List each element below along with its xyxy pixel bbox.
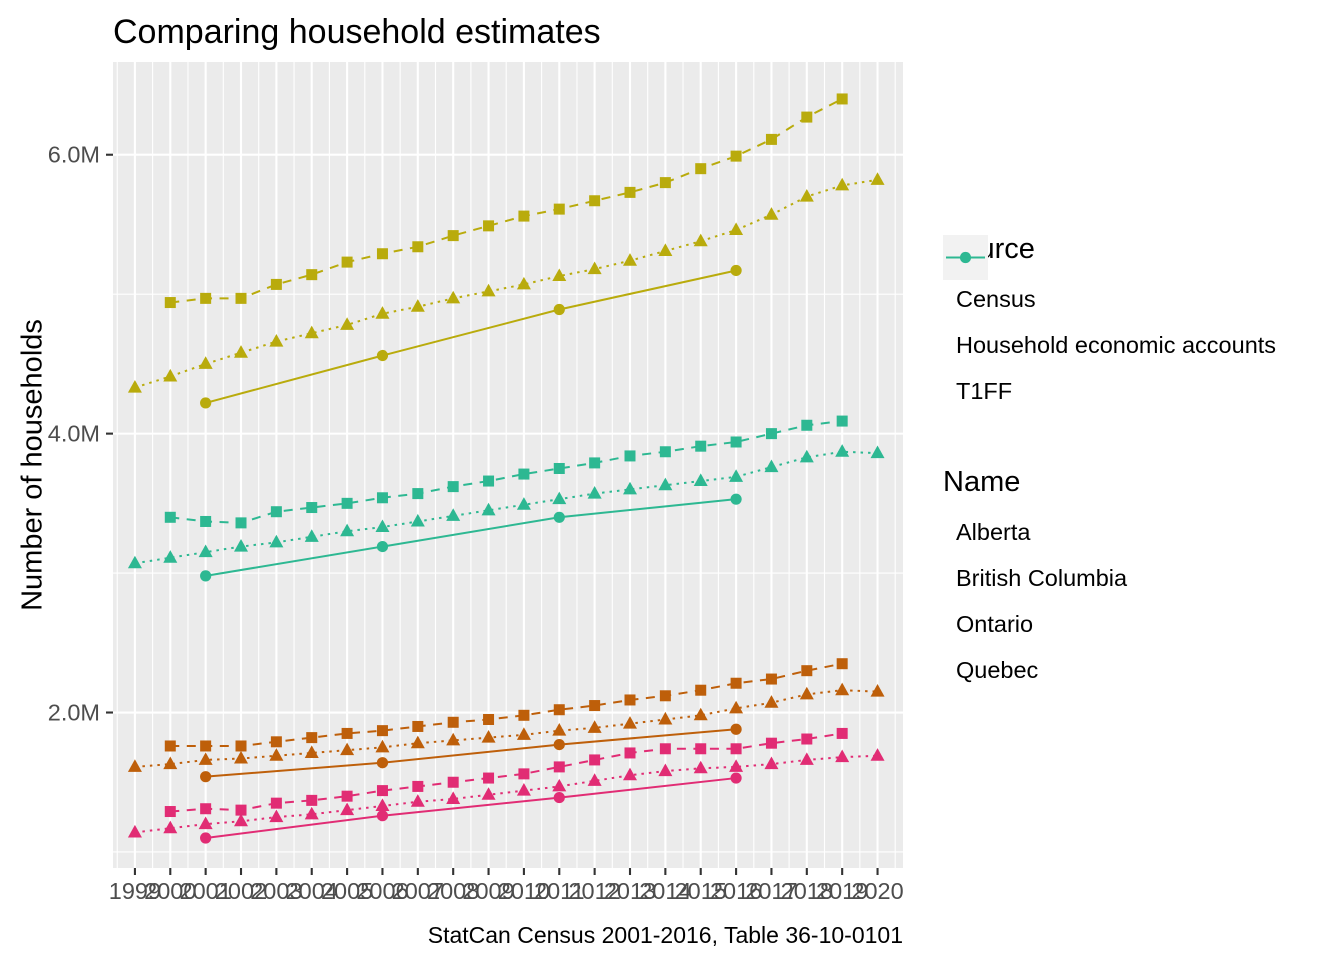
x-tick-labels: 1999200020012002200320042005200620072008… [109,878,904,904]
x-tick-label: 2005 [321,878,373,904]
legend: Source Census Household economic account… [943,235,1338,693]
legend-section-name: Name Alberta British Columbia Ontario Qu… [943,235,1338,693]
x-tick-label: 2018 [781,878,833,904]
legend-label-quebec: Quebec [956,656,1039,683]
series-british-columbia-hea [127,682,885,772]
x-tick-label: 2006 [356,878,408,904]
x-tick-label: 2002 [215,878,267,904]
legend-label-hea: Household economic accounts [956,331,1277,358]
series-ontario-census [200,264,742,409]
series-alberta-census [200,772,742,844]
x-tick-label: 2015 [675,878,727,904]
x-tick-label: 2009 [462,878,514,904]
y-tick-label: 6.0M [48,142,100,168]
legend-item-alberta: Alberta [943,235,1338,555]
chart-title: Comparing household estimates [113,13,601,51]
x-tick-label: 2020 [851,878,903,904]
legend-section-source: Source Census Household economic account… [943,235,1338,414]
x-tick-label: 2001 [180,878,232,904]
axis-ticks [106,153,879,875]
plot-panel [113,62,903,868]
series-alberta-hea [127,748,885,838]
series-ontario-hea [127,172,885,393]
x-tick-label: 2019 [816,878,868,904]
legend-item-hea: Household economic accounts [943,235,1338,368]
series-quebec-hea [127,444,885,569]
legend-source-title: Source [943,233,1035,265]
x-tick-label: 2010 [498,878,550,904]
x-tick-label: 2007 [392,878,444,904]
legend-item-ontario: Ontario [943,235,1338,647]
y-tick-label: 4.0M [48,421,100,447]
legend-item-quebec: Quebec [943,235,1338,693]
x-tick-label: 2011 [534,878,585,904]
y-tick-labels: 2.0M 4.0M 6.0M [48,142,100,726]
legend-name-title: Name [943,466,1021,498]
legend-item-census: Census [943,235,1338,322]
series-british-columbia-census [200,723,742,783]
x-tick-label: 2013 [604,878,656,904]
legend-item-british-columbia: British Columbia [943,235,1338,601]
legend-label-british-columbia: British Columbia [956,564,1128,591]
x-tick-label: 2008 [427,878,479,904]
legend-label-alberta: Alberta [956,518,1031,545]
legend-label-t1ff: T1FF [956,377,1013,404]
legend-item-t1ff: T1FF [943,235,1338,414]
x-tick-label: 2017 [745,878,797,904]
x-tick-label: 2012 [568,878,620,904]
y-axis-title: Number of households [16,319,49,611]
x-tick-label: 1999 [109,878,161,904]
series-quebec-census [200,493,742,582]
chart-caption: StatCan Census 2001-2016, Table 36-10-01… [427,922,903,948]
x-tick-label: 2016 [710,878,762,904]
legend-label-census: Census [956,285,1036,312]
x-tick-label: 2004 [286,878,338,904]
series-quebec-t1ff [164,415,848,529]
series-ontario-t1ff [164,93,848,309]
y-tick-label: 2.0M [48,700,100,726]
series-alberta-t1ff [164,727,848,818]
series-british-columbia-t1ff [164,658,848,752]
quebec-key-icon [943,235,988,280]
x-tick-label: 2014 [639,878,691,904]
legend-label-ontario: Ontario [956,610,1034,637]
x-tick-label: 2000 [144,878,196,904]
x-tick-label: 2003 [250,878,302,904]
